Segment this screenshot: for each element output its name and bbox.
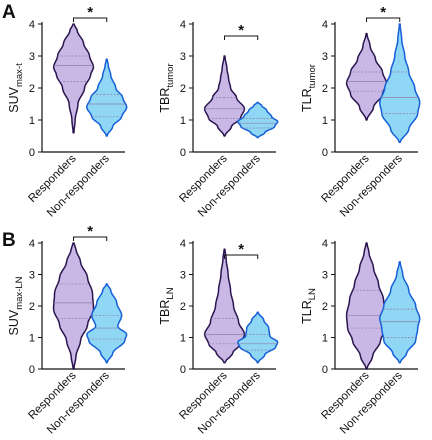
y-axis-label-main: TBR: [158, 88, 172, 113]
y-tick-label: 2: [29, 83, 35, 95]
significance-bracket: [73, 236, 108, 241]
violin-non-responders: [86, 283, 128, 364]
y-axis-label-main: TLR: [300, 88, 314, 112]
y-tick-label: 4: [322, 19, 328, 31]
y-tick-label: 4: [29, 19, 35, 31]
significance-star: *: [87, 4, 93, 21]
violin-responders: [52, 23, 95, 134]
y-axis-label-sub: LN: [165, 287, 176, 299]
y-tick-label: 2: [29, 301, 35, 313]
y-axis-label: SUVmax-LN: [7, 276, 25, 335]
y-axis-label: SUVmax-t: [7, 63, 25, 113]
y-tick-label: 1: [180, 333, 186, 345]
x-category-label: Non-responders: [196, 369, 263, 436]
y-tick-label: 2: [322, 83, 328, 95]
y-tick-label: 3: [322, 270, 328, 282]
y-axis-label-sub: max-LN: [14, 276, 25, 309]
y-axis-label: TBRLN: [158, 287, 176, 324]
y-axis-label-sub: max-t: [14, 63, 25, 87]
significance-star: *: [87, 223, 93, 240]
y-tick-label: 0: [322, 364, 328, 376]
x-category-label: Non-responders: [196, 152, 263, 219]
y-tick-label: 3: [29, 270, 35, 282]
y-tick-label: 2: [180, 83, 186, 95]
x-category-label: Non-responders: [338, 152, 405, 219]
y-tick-label: 1: [322, 333, 328, 345]
y-axis-label: TBRtumor: [158, 63, 176, 112]
y-tick-label: 0: [180, 364, 186, 376]
y-tick-label: 3: [29, 51, 35, 63]
y-axis-label-sub: LN: [307, 288, 318, 300]
significance-bracket: [224, 254, 259, 259]
y-tick-label: 2: [180, 301, 186, 313]
y-axis-label: TLRtumor: [300, 64, 318, 112]
y-tick-label: 3: [180, 270, 186, 282]
y-tick-label: 3: [180, 51, 186, 63]
y-tick-label: 1: [180, 115, 186, 127]
x-category-label: Non-responders: [338, 369, 405, 436]
y-axis-label-sub: tumor: [165, 63, 176, 87]
significance-bracket: [366, 17, 401, 22]
x-category-label: Non-responders: [45, 152, 112, 219]
violin-non-responders: [379, 23, 421, 144]
violin-responders: [52, 242, 95, 370]
y-tick-label: 0: [322, 147, 328, 159]
y-tick-label: 0: [180, 147, 186, 159]
significance-star: *: [238, 22, 244, 39]
y-axis-label: TLRLN: [300, 288, 318, 324]
significance-bracket: [224, 35, 259, 40]
violin-non-responders: [379, 261, 421, 364]
y-axis-label-main: TBR: [158, 300, 172, 325]
significance-star: *: [380, 4, 386, 21]
panel-label-b: B: [2, 230, 16, 251]
y-tick-label: 4: [322, 238, 328, 250]
y-tick-label: 0: [29, 147, 35, 159]
significance-bracket: [73, 17, 108, 22]
y-tick-label: 3: [322, 51, 328, 63]
y-tick-label: 1: [322, 115, 328, 127]
significance-star: *: [238, 241, 244, 258]
y-tick-label: 2: [322, 301, 328, 313]
y-tick-label: 0: [29, 364, 35, 376]
y-axis-label-main: TLR: [300, 300, 314, 324]
y-axis-label-main: SUV: [7, 309, 21, 335]
y-axis-label-sub: tumor: [307, 64, 318, 88]
violin-non-responders: [237, 101, 279, 139]
y-tick-label: 1: [29, 115, 35, 127]
panel-label-a: A: [2, 2, 16, 23]
violin-responders: [345, 242, 388, 370]
x-category-label: Non-responders: [45, 369, 112, 436]
y-tick-label: 4: [180, 238, 186, 250]
y-tick-label: 4: [29, 238, 35, 250]
y-tick-label: 4: [180, 19, 186, 31]
y-tick-label: 1: [29, 333, 35, 345]
violin-non-responders: [237, 311, 279, 364]
y-axis-label-main: SUV: [7, 86, 21, 112]
violin-responders: [203, 55, 246, 137]
